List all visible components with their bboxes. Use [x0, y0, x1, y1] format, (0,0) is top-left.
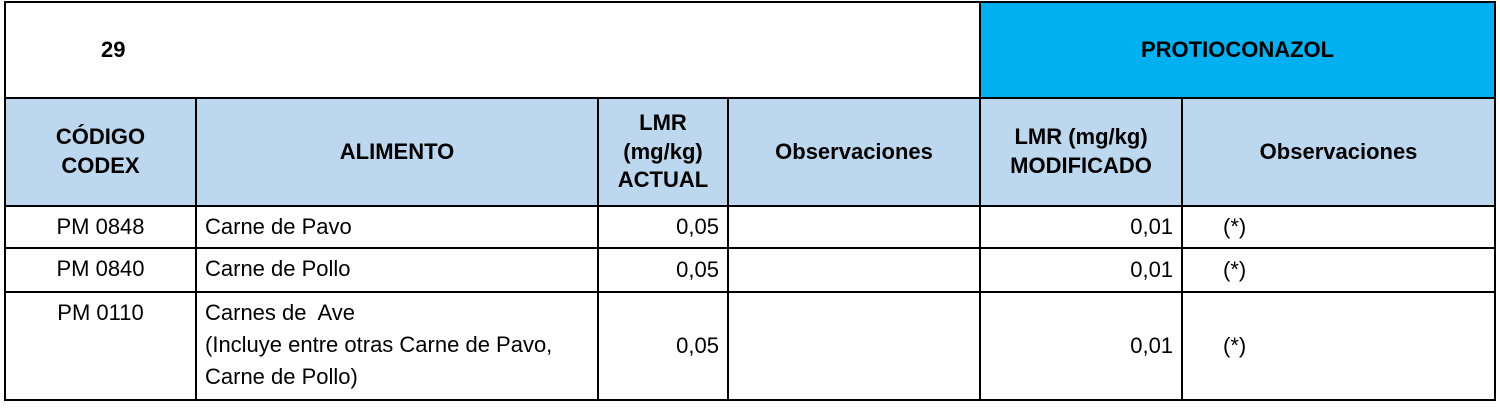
- codex-code: PM 0840: [4, 247, 197, 293]
- food-name: Carne de Pavo: [195, 205, 599, 249]
- column-header-text: ALIMENTO: [339, 139, 455, 164]
- food-name: Carne de Pollo: [195, 247, 599, 293]
- header-row: CÓDIGO CODEX ALIMENTO LMR (mg/kg) ACTUAL Ob…: [4, 97, 1497, 207]
- column-header-text: CÓDIGO CODEX: [55, 124, 146, 178]
- codex-code: PM 0848: [4, 205, 197, 249]
- mrl-modified: 0,01: [979, 291, 1184, 401]
- column-header-text: LMR (mg/kg) MODIFICADO: [1010, 124, 1152, 178]
- table-body: 29 PROTIOCONAZOL CÓDIGO CODEX ALIMENTO LMR…: [3, 1, 1497, 401]
- observation: [726, 291, 982, 401]
- group-number: 29: [3, 1, 982, 99]
- codex-code: PM 0110: [4, 291, 197, 401]
- mrl-current: 0,05: [597, 247, 729, 293]
- column-header: Observaciones: [726, 97, 982, 207]
- data-row: PM 0848 Carne de Pavo 0,05 0,01 (*): [4, 205, 1497, 249]
- mrl-modified: 0,01: [979, 205, 1184, 249]
- column-header: LMR (mg/kg) ACTUAL: [597, 97, 729, 207]
- column-header-text: Observaciones: [775, 139, 933, 164]
- column-header: CÓDIGO CODEX: [4, 97, 197, 207]
- observation: (*): [1181, 247, 1497, 293]
- observation: (*): [1181, 291, 1497, 401]
- data-row: PM 0110 Carnes de Ave (Incluye entre otra…: [4, 291, 1497, 401]
- food-name: Carnes de Ave (Incluye entre otras Carne…: [195, 291, 599, 401]
- data-row: PM 0840 Carne de Pollo 0,05 0,01 (*): [4, 247, 1497, 293]
- column-header: ALIMENTO: [195, 97, 599, 207]
- column-header-text: Observaciones: [1259, 139, 1418, 164]
- observation: (*): [1181, 205, 1497, 249]
- observation: [726, 205, 982, 249]
- title-row: 29 PROTIOCONAZOL: [3, 1, 1497, 99]
- column-header: LMR (mg/kg) MODIFICADO: [979, 97, 1184, 207]
- substance-name: PROTIOCONAZOL: [979, 1, 1497, 99]
- column-header-text: LMR (mg/kg) ACTUAL: [617, 110, 709, 193]
- observation: [726, 247, 982, 293]
- mrl-current: 0,05: [597, 205, 729, 249]
- mrl-modified: 0,01: [979, 247, 1184, 293]
- mrl-table: 29 PROTIOCONAZOL CÓDIGO CODEX ALIMENTO LMR…: [3, 1, 1497, 401]
- column-header: Observaciones: [1181, 97, 1497, 207]
- mrl-current: 0,05: [597, 291, 729, 401]
